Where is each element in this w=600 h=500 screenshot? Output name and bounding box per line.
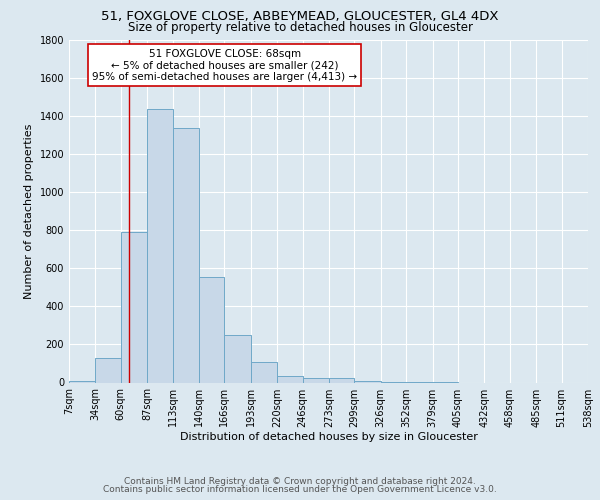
Bar — [277, 376, 302, 382]
Bar — [302, 378, 329, 382]
Text: Contains HM Land Registry data © Crown copyright and database right 2024.: Contains HM Land Registry data © Crown c… — [124, 477, 476, 486]
Y-axis label: Number of detached properties: Number of detached properties — [24, 124, 34, 299]
X-axis label: Distribution of detached houses by size in Gloucester: Distribution of detached houses by size … — [179, 432, 478, 442]
Bar — [95, 358, 121, 382]
Bar — [173, 128, 199, 382]
Bar — [355, 380, 381, 382]
Bar — [121, 232, 147, 382]
Bar — [69, 380, 95, 382]
Text: Size of property relative to detached houses in Gloucester: Size of property relative to detached ho… — [128, 22, 473, 35]
Bar — [147, 108, 173, 382]
Text: Contains public sector information licensed under the Open Government Licence v3: Contains public sector information licen… — [103, 484, 497, 494]
Bar — [329, 378, 355, 382]
Bar — [251, 362, 277, 382]
Bar — [224, 335, 251, 382]
Text: 51 FOXGLOVE CLOSE: 68sqm
← 5% of detached houses are smaller (242)
95% of semi-d: 51 FOXGLOVE CLOSE: 68sqm ← 5% of detache… — [92, 48, 357, 82]
Bar — [199, 277, 224, 382]
Text: 51, FOXGLOVE CLOSE, ABBEYMEAD, GLOUCESTER, GL4 4DX: 51, FOXGLOVE CLOSE, ABBEYMEAD, GLOUCESTE… — [101, 10, 499, 23]
